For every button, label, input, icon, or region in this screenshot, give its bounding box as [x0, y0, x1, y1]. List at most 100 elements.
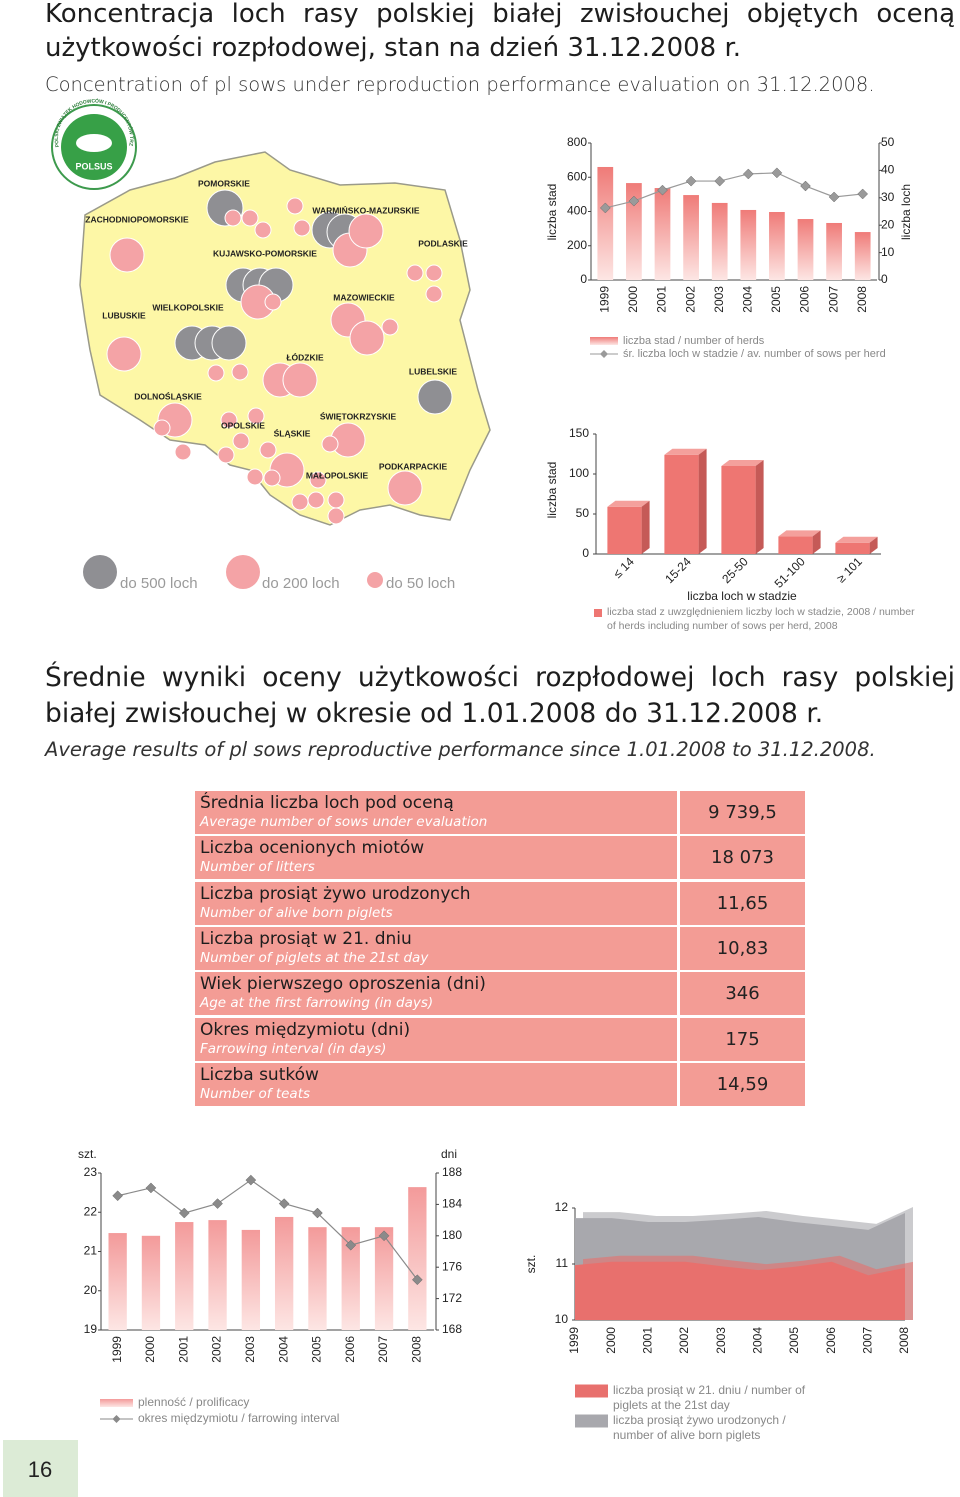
logo-pig	[76, 134, 112, 152]
legend-swatch	[575, 1414, 608, 1428]
bar	[778, 536, 813, 554]
map-bubble	[387, 470, 423, 506]
map-bubble	[254, 221, 272, 239]
table-label-cell: Wiek pierwszego oproszenia (dni) Age at t…	[195, 972, 677, 1016]
y-tick-label: 0	[582, 546, 589, 560]
line-marker	[212, 1198, 223, 1209]
map-bubble	[207, 364, 225, 382]
x-tick-label: 2007	[376, 1336, 390, 1363]
bar	[826, 222, 842, 280]
row-label-en: Number of piglets at the 21st day	[200, 949, 429, 966]
map-legend-label: do 50 loch	[386, 575, 455, 592]
y-tick-label: 800	[567, 135, 587, 149]
y2-tick-label: 0	[881, 272, 888, 286]
region-label: OPOLSKIE	[221, 420, 265, 430]
map-bubble	[282, 362, 318, 398]
x-tick-label: 2000	[604, 1327, 618, 1354]
table-row: Wiek pierwszego oproszenia (dni) Age at t…	[195, 972, 805, 1016]
y-tick-label: 11	[556, 1256, 569, 1270]
legend-marker	[112, 1415, 121, 1423]
map-bubble	[263, 469, 281, 487]
line-marker	[178, 1207, 190, 1219]
row-label-pl: Okres międzymiotu (dni)	[200, 1019, 411, 1040]
bar-top	[664, 448, 707, 455]
title: Koncentracja loch rasy polskiej białej z…	[45, 0, 955, 63]
x-tick-label: 2004	[276, 1336, 290, 1363]
y2-tick-label: 188	[442, 1165, 462, 1179]
y-tick-label: 0	[580, 272, 587, 286]
line	[605, 172, 863, 209]
row-label-en: Farrowing interval (in days)	[200, 1040, 387, 1057]
table-row: Liczba sutków Number of teats 14,59	[195, 1062, 805, 1106]
row-value: 9 739,5	[680, 791, 805, 834]
bar	[740, 209, 757, 280]
bar	[721, 466, 756, 554]
legend-label: liczba stad z uwzględnieniem liczby loch…	[607, 606, 915, 632]
x-tick-label: 2004	[740, 286, 754, 313]
row-value: 11,65	[680, 881, 805, 925]
y2-tick-label: 30	[881, 190, 895, 204]
map-bubble	[321, 435, 339, 453]
y2-tick-label: 176	[442, 1259, 462, 1273]
line-marker	[685, 175, 697, 187]
map-legend-label: do 200 loch	[262, 575, 340, 592]
line-marker	[628, 195, 640, 207]
x-tick-label: 51-100	[772, 554, 809, 591]
y-axis-label: liczba stad	[545, 462, 559, 519]
x-tick-label: 2002	[683, 286, 697, 313]
x-tick-label: 2001	[655, 286, 669, 313]
line-marker	[714, 175, 726, 187]
bar	[683, 195, 699, 280]
y-tick-label: 10	[555, 1312, 569, 1326]
x-tick-label: 2002	[677, 1327, 691, 1354]
map-bubble	[327, 491, 345, 509]
y2-tick-label: 172	[442, 1291, 462, 1305]
x-tick-label: 2000	[626, 286, 640, 313]
table-row: Liczba prosiąt żywo urodzonych Number of …	[195, 881, 805, 925]
region-label: ZACHODNIOPOMORSKIE	[85, 214, 189, 224]
map-bubble	[106, 336, 142, 372]
bar	[108, 1233, 127, 1330]
bar	[769, 212, 785, 280]
x-tick-label: 2003	[712, 286, 726, 313]
y-tick-label: 600	[567, 169, 587, 183]
map-bubble	[211, 325, 247, 361]
line-marker	[112, 1190, 124, 1202]
bar	[175, 1222, 194, 1330]
y-tick-label: 21	[84, 1244, 98, 1258]
map-bubble	[246, 468, 264, 486]
map-bubble	[425, 264, 443, 282]
subtitle: Concentration of pl sows under reproduct…	[45, 73, 875, 96]
map-legend-swatch	[226, 555, 260, 589]
map-legend-swatch	[83, 555, 117, 589]
map-bubble	[348, 213, 384, 249]
row-value: 175	[680, 1017, 805, 1061]
map-bubble	[286, 197, 304, 215]
row-label-en: Average number of sows under evaluation	[200, 814, 488, 830]
bar-side	[812, 530, 821, 554]
map-bubble	[307, 491, 325, 509]
map-bubble	[220, 411, 238, 429]
row-label-en: Number of teats	[200, 1085, 311, 1102]
line-marker	[378, 1230, 390, 1242]
line-marker	[857, 188, 869, 200]
region-label: POMORSKIE	[198, 178, 250, 188]
x-tick-label: 2008	[897, 1327, 911, 1354]
y-tick-label: 22	[84, 1204, 98, 1218]
x-tick-label: 2006	[343, 1336, 357, 1363]
region-label: ŁÓDZKIE	[286, 351, 324, 362]
table-row: Średnia liczba loch pod oceną Average num…	[195, 791, 805, 834]
region-label: LUBELSKIE	[409, 366, 458, 376]
region-label: LUBUSKIE	[102, 310, 146, 320]
y2-axis-label: liczba loch	[899, 184, 913, 240]
legend-swatch	[575, 1384, 608, 1398]
map-bubble	[417, 379, 453, 415]
bar	[341, 1227, 360, 1330]
table-row: Liczba ocenionych miotów Number of litter…	[195, 836, 805, 880]
bar	[664, 454, 699, 554]
y-axis-label: szt.	[524, 1255, 538, 1274]
x-tick-label: 2008	[855, 286, 869, 313]
section-subtitle: Average results of pl sows reproductive …	[45, 738, 876, 761]
x-tick-label: 2007	[861, 1327, 875, 1354]
x-tick-label: 2006	[824, 1327, 838, 1354]
